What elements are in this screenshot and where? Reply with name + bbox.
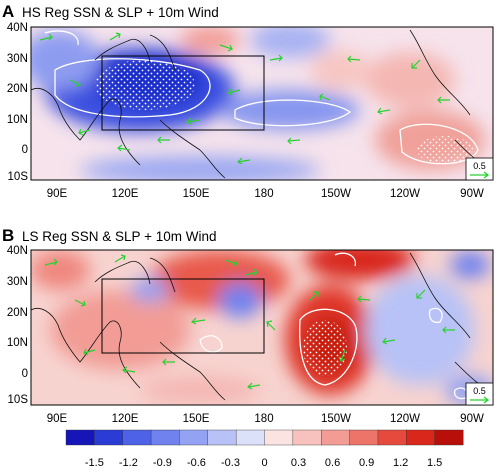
colorbar-swatch bbox=[264, 429, 294, 446]
colorbar-labels: -1.5 -1.2 -0.9 -0.6 -0.3 0 0.3 0.6 0.9 1.2 1.5 bbox=[85, 457, 442, 469]
svg-text:120W: 120W bbox=[390, 413, 420, 425]
svg-text:10S: 10S bbox=[8, 394, 29, 406]
colorbar-tick-label: -0.3 bbox=[221, 457, 240, 469]
svg-text:90W: 90W bbox=[460, 413, 484, 425]
colorbar-swatch bbox=[207, 429, 237, 446]
svg-text:30N: 30N bbox=[7, 53, 28, 65]
svg-text:90E: 90E bbox=[47, 188, 68, 200]
colorbar-swatch bbox=[122, 429, 152, 446]
panel-a-map bbox=[31, 27, 493, 180]
panel-b-title: LS Reg SSN & SLP + 10m Wind bbox=[22, 229, 216, 244]
colorbar-tick-label: 0.6 bbox=[325, 457, 340, 469]
svg-text:120W: 120W bbox=[390, 188, 420, 200]
colorbar-swatch bbox=[377, 429, 407, 446]
svg-text:0.5: 0.5 bbox=[473, 161, 486, 171]
svg-text:40N: 40N bbox=[7, 245, 28, 257]
svg-text:120E: 120E bbox=[112, 188, 139, 200]
colorbar-swatch bbox=[235, 429, 265, 446]
panel-b: B LS Reg SSN & SLP + 10m Wind bbox=[2, 226, 494, 425]
svg-text:150E: 150E bbox=[183, 188, 210, 200]
svg-text:0: 0 bbox=[22, 368, 28, 380]
colorbar-tick-label: -1.5 bbox=[85, 457, 104, 469]
svg-text:90W: 90W bbox=[460, 188, 484, 200]
panel-a-lon-labels: 90E 120E 150E 180 150W 120W 90W bbox=[47, 188, 484, 200]
svg-text:150W: 150W bbox=[321, 413, 351, 425]
svg-text:20N: 20N bbox=[7, 307, 28, 319]
colorbar-tick-label: 0 bbox=[261, 457, 267, 469]
svg-text:180: 180 bbox=[254, 413, 273, 425]
colorbar-swatch bbox=[150, 429, 180, 446]
panel-b-letter: B bbox=[2, 226, 14, 245]
svg-text:10N: 10N bbox=[7, 114, 28, 126]
colorbar-swatch bbox=[321, 429, 351, 446]
svg-text:20N: 20N bbox=[7, 83, 28, 95]
colorbar-tick-label: 1.5 bbox=[427, 457, 442, 469]
colorbar-swatch bbox=[349, 429, 379, 446]
svg-text:120E: 120E bbox=[112, 413, 139, 425]
svg-text:90E: 90E bbox=[47, 413, 68, 425]
panel-a-lat-labels: 40N 30N 20N 10N 0 10S bbox=[7, 22, 28, 183]
colorbar-swatch bbox=[434, 429, 464, 446]
panel-a-title: HS Reg SSN & SLP + 10m Wind bbox=[22, 5, 219, 20]
svg-text:150W: 150W bbox=[321, 188, 351, 200]
svg-text:40N: 40N bbox=[7, 22, 28, 34]
colorbar-tick-label: -0.9 bbox=[153, 457, 172, 469]
colorbar-tick-label: 1.2 bbox=[393, 457, 408, 469]
colorbar: -1.5 -1.2 -0.9 -0.6 -0.3 0 0.3 0.6 0.9 1.2 1.5 bbox=[65, 429, 464, 469]
colorbar-swatch bbox=[179, 429, 209, 446]
colorbar-swatch bbox=[406, 429, 436, 446]
svg-text:10S: 10S bbox=[8, 171, 29, 183]
colorbar-swatch bbox=[94, 429, 124, 446]
svg-text:10N: 10N bbox=[7, 337, 28, 349]
svg-text:0.5: 0.5 bbox=[473, 386, 486, 396]
panel-b-reference-vector: 0.5 bbox=[465, 382, 494, 406]
colorbar-swatch bbox=[65, 429, 95, 446]
svg-text:30N: 30N bbox=[7, 276, 28, 288]
svg-text:0: 0 bbox=[22, 144, 28, 156]
panel-b-lat-labels: 40N 30N 20N 10N 0 10S bbox=[7, 245, 28, 406]
panel-b-map bbox=[31, 250, 493, 405]
colorbar-tick-label: -0.6 bbox=[187, 457, 206, 469]
colorbar-tick-label: 0.9 bbox=[359, 457, 374, 469]
panel-a-letter: A bbox=[2, 2, 14, 21]
colorbar-swatches bbox=[65, 429, 464, 446]
panel-b-lon-labels: 90E 120E 150E 180 150W 120W 90W bbox=[47, 413, 484, 425]
colorbar-tick-label: 0.3 bbox=[291, 457, 306, 469]
svg-text:180: 180 bbox=[254, 188, 273, 200]
panel-a: A HS Reg SSN & SLP + 10m Wind bbox=[2, 2, 494, 200]
colorbar-tick-label: -1.2 bbox=[119, 457, 138, 469]
svg-text:150E: 150E bbox=[183, 413, 210, 425]
colorbar-swatch bbox=[292, 429, 322, 446]
panel-a-reference-vector: 0.5 bbox=[465, 157, 494, 181]
